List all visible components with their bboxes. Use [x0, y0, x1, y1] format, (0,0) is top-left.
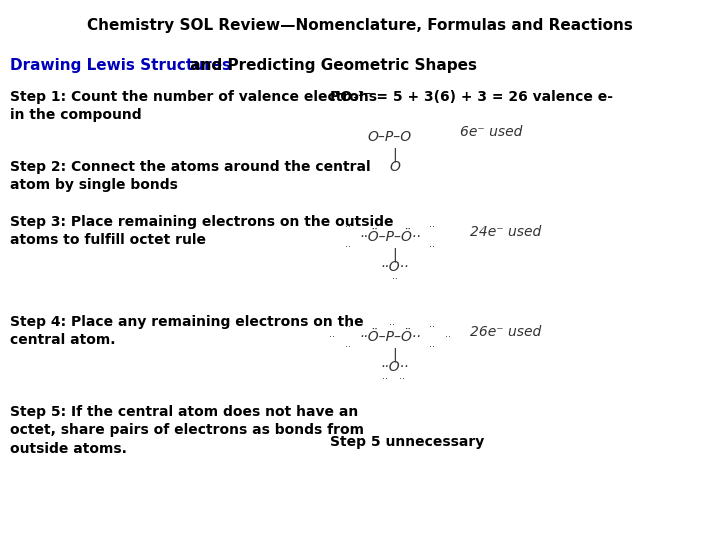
Text: ··: ·· [329, 332, 335, 342]
Text: ··: ·· [345, 242, 351, 252]
Text: ··: ·· [345, 222, 351, 232]
Text: |: | [392, 248, 397, 262]
Text: ··: ·· [429, 322, 435, 332]
Text: ··: ·· [345, 322, 351, 332]
Text: Step 2: Connect the atoms around the central
atom by single bonds: Step 2: Connect the atoms around the cen… [10, 160, 371, 192]
Text: Step 4: Place any remaining electrons on the
central atom.: Step 4: Place any remaining electrons on… [10, 315, 364, 347]
Text: ··O··: ··O·· [381, 360, 409, 374]
Text: and Predicting Geometric Shapes: and Predicting Geometric Shapes [185, 58, 477, 73]
Text: ··Ö–P–Ö··: ··Ö–P–Ö·· [359, 330, 420, 344]
Text: ··: ·· [399, 374, 405, 384]
Text: Chemistry SOL Review—Nomenclature, Formulas and Reactions: Chemistry SOL Review—Nomenclature, Formu… [87, 18, 633, 33]
Text: Step 5: If the central atom does not have an
octet, share pairs of electrons as : Step 5: If the central atom does not hav… [10, 405, 364, 456]
Text: ··: ·· [382, 374, 388, 384]
Text: ··O··: ··O·· [381, 260, 409, 274]
Text: Step 1: Count the number of valence electrons
in the compound: Step 1: Count the number of valence elec… [10, 90, 377, 123]
Text: 24e⁻ used: 24e⁻ used [470, 225, 541, 239]
Text: ··: ·· [429, 342, 435, 352]
Text: Step 3: Place remaining electrons on the outside
atoms to fulfill octet rule: Step 3: Place remaining electrons on the… [10, 215, 394, 247]
Text: 26e⁻ used: 26e⁻ used [470, 325, 541, 339]
Text: 6e⁻ used: 6e⁻ used [460, 125, 523, 139]
Text: ··: ·· [345, 342, 351, 352]
Text: O: O [390, 160, 400, 174]
Text: |: | [392, 348, 397, 362]
Text: O–P–O: O–P–O [368, 130, 412, 144]
Text: Drawing Lewis Structures: Drawing Lewis Structures [10, 58, 231, 73]
Text: |: | [392, 148, 397, 163]
Text: ··: ·· [389, 320, 395, 330]
Text: Step 5 unnecessary: Step 5 unnecessary [330, 435, 485, 449]
Text: ··: ·· [429, 222, 435, 232]
Text: ··: ·· [429, 242, 435, 252]
Text: ··: ·· [392, 274, 398, 284]
Text: PO₃³⁻ = 5 + 3(6) + 3 = 26 valence e-: PO₃³⁻ = 5 + 3(6) + 3 = 26 valence e- [330, 90, 613, 104]
Text: ··: ·· [445, 332, 451, 342]
Text: ··Ö–P–Ö··: ··Ö–P–Ö·· [359, 230, 420, 244]
